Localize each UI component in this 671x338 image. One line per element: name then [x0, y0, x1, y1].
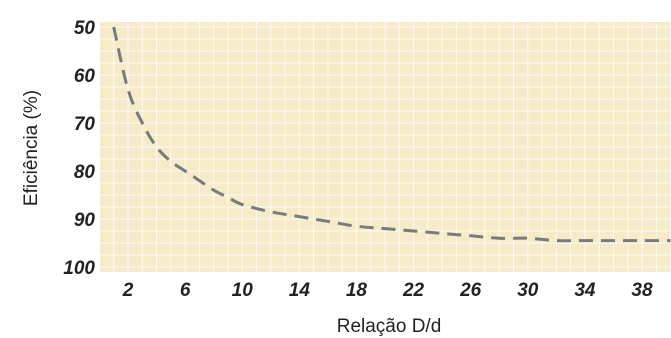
x-tick-label: 30	[517, 280, 539, 301]
x-tick-label: 22	[402, 280, 425, 301]
x-tick-label: 14	[289, 280, 311, 301]
y-tick-label: 80	[74, 162, 96, 183]
x-tick-label: 38	[631, 280, 653, 301]
y-tick-label: 100	[63, 258, 95, 279]
y-tick-label: 50	[74, 18, 96, 39]
y-tick-label: 70	[74, 114, 96, 135]
y-axis-ticks: 50 60 70 80 90 100	[63, 18, 95, 279]
x-tick-label: 10	[232, 280, 254, 301]
y-tick-label: 60	[74, 66, 96, 87]
series-line	[112, 26, 671, 243]
x-axis-ticks: 2 6 10 14 18 22 26 30 34 38	[122, 280, 653, 301]
x-tick-label: 26	[459, 280, 482, 301]
x-axis-label: Relação D/d	[337, 316, 442, 337]
x-tick-label: 2	[122, 280, 134, 301]
x-tick-label: 6	[180, 280, 191, 301]
y-tick-label: 90	[74, 210, 96, 231]
x-tick-label: 34	[574, 280, 596, 301]
grid	[100, 22, 671, 272]
x-tick-label: 18	[346, 280, 368, 301]
y-axis-label: Eficiência (%)	[21, 90, 42, 206]
